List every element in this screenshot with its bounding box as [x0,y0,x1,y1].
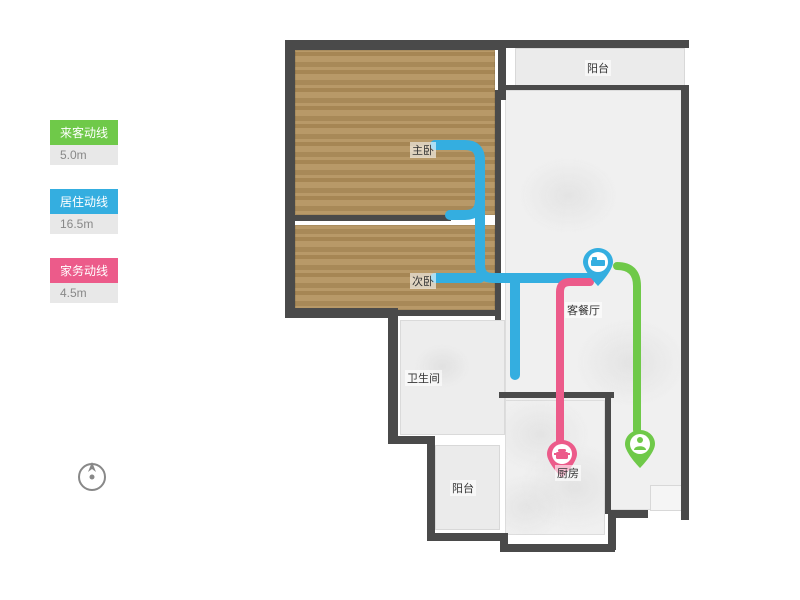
room-second-bedroom [295,225,495,310]
floorplan: 主卧 次卧 客餐厅 阳台 卫生间 厨房 阳台 [255,30,700,570]
legend-value-living: 16.5m [50,214,118,234]
room-master-bedroom [295,50,495,215]
marker-person-icon [625,430,655,468]
label-second-bedroom: 次卧 [410,273,436,289]
furniture [650,485,682,511]
wall [427,436,435,541]
marker-bed-icon [583,248,613,286]
label-balcony-bottom: 阳台 [450,480,476,496]
legend-value-guest: 5.0m [50,145,118,165]
wall [505,40,689,48]
label-kitchen: 厨房 [555,465,581,481]
compass-icon [75,460,109,499]
wall [388,308,398,443]
label-balcony-top: 阳台 [585,60,611,76]
wall [498,85,688,90]
legend: 来客动线 5.0m 居住动线 16.5m 家务动线 4.5m [50,120,118,327]
wall [499,392,614,398]
wall [427,533,507,541]
wall [285,40,295,315]
wall [285,40,505,50]
wall [681,85,689,515]
legend-label-chores: 家务动线 [50,258,118,283]
label-master-bedroom: 主卧 [410,142,436,158]
legend-value-chores: 4.5m [50,283,118,303]
label-living-dining: 客餐厅 [565,302,602,318]
legend-item-chores: 家务动线 4.5m [50,258,118,303]
legend-item-living: 居住动线 16.5m [50,189,118,234]
wall [495,90,501,320]
wall [291,310,501,316]
legend-item-guest: 来客动线 5.0m [50,120,118,165]
wall [605,392,611,514]
legend-label-living: 居住动线 [50,189,118,214]
wall [291,215,451,221]
wall [608,510,648,518]
label-bathroom: 卫生间 [405,370,442,386]
wall [500,544,615,552]
legend-label-guest: 来客动线 [50,120,118,145]
